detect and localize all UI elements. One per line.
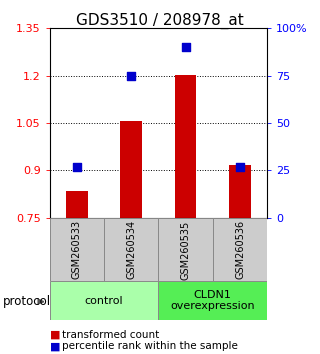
Text: control: control — [85, 296, 123, 306]
Bar — [50, 218, 104, 281]
Bar — [50, 281, 158, 320]
Text: GSM260534: GSM260534 — [126, 220, 136, 280]
Point — [129, 73, 134, 79]
Text: GSM260533: GSM260533 — [72, 220, 82, 280]
Text: protocol: protocol — [3, 295, 51, 308]
Text: ■: ■ — [50, 330, 60, 339]
Text: transformed count: transformed count — [62, 330, 160, 339]
Bar — [213, 218, 267, 281]
Text: percentile rank within the sample: percentile rank within the sample — [62, 341, 238, 351]
Bar — [158, 281, 267, 320]
Bar — [229, 165, 251, 218]
Point — [237, 164, 243, 170]
Point — [183, 45, 188, 50]
Text: GSM260536: GSM260536 — [235, 220, 245, 280]
Point — [74, 164, 79, 170]
Bar — [120, 121, 142, 218]
Bar — [104, 218, 158, 281]
Text: GDS3510 / 208978_at: GDS3510 / 208978_at — [76, 12, 244, 29]
Text: ■: ■ — [50, 341, 60, 351]
Bar — [175, 75, 196, 218]
Text: CLDN1
overexpression: CLDN1 overexpression — [171, 290, 255, 312]
Text: GSM260535: GSM260535 — [180, 220, 191, 280]
Bar — [66, 190, 88, 218]
Bar — [158, 218, 213, 281]
